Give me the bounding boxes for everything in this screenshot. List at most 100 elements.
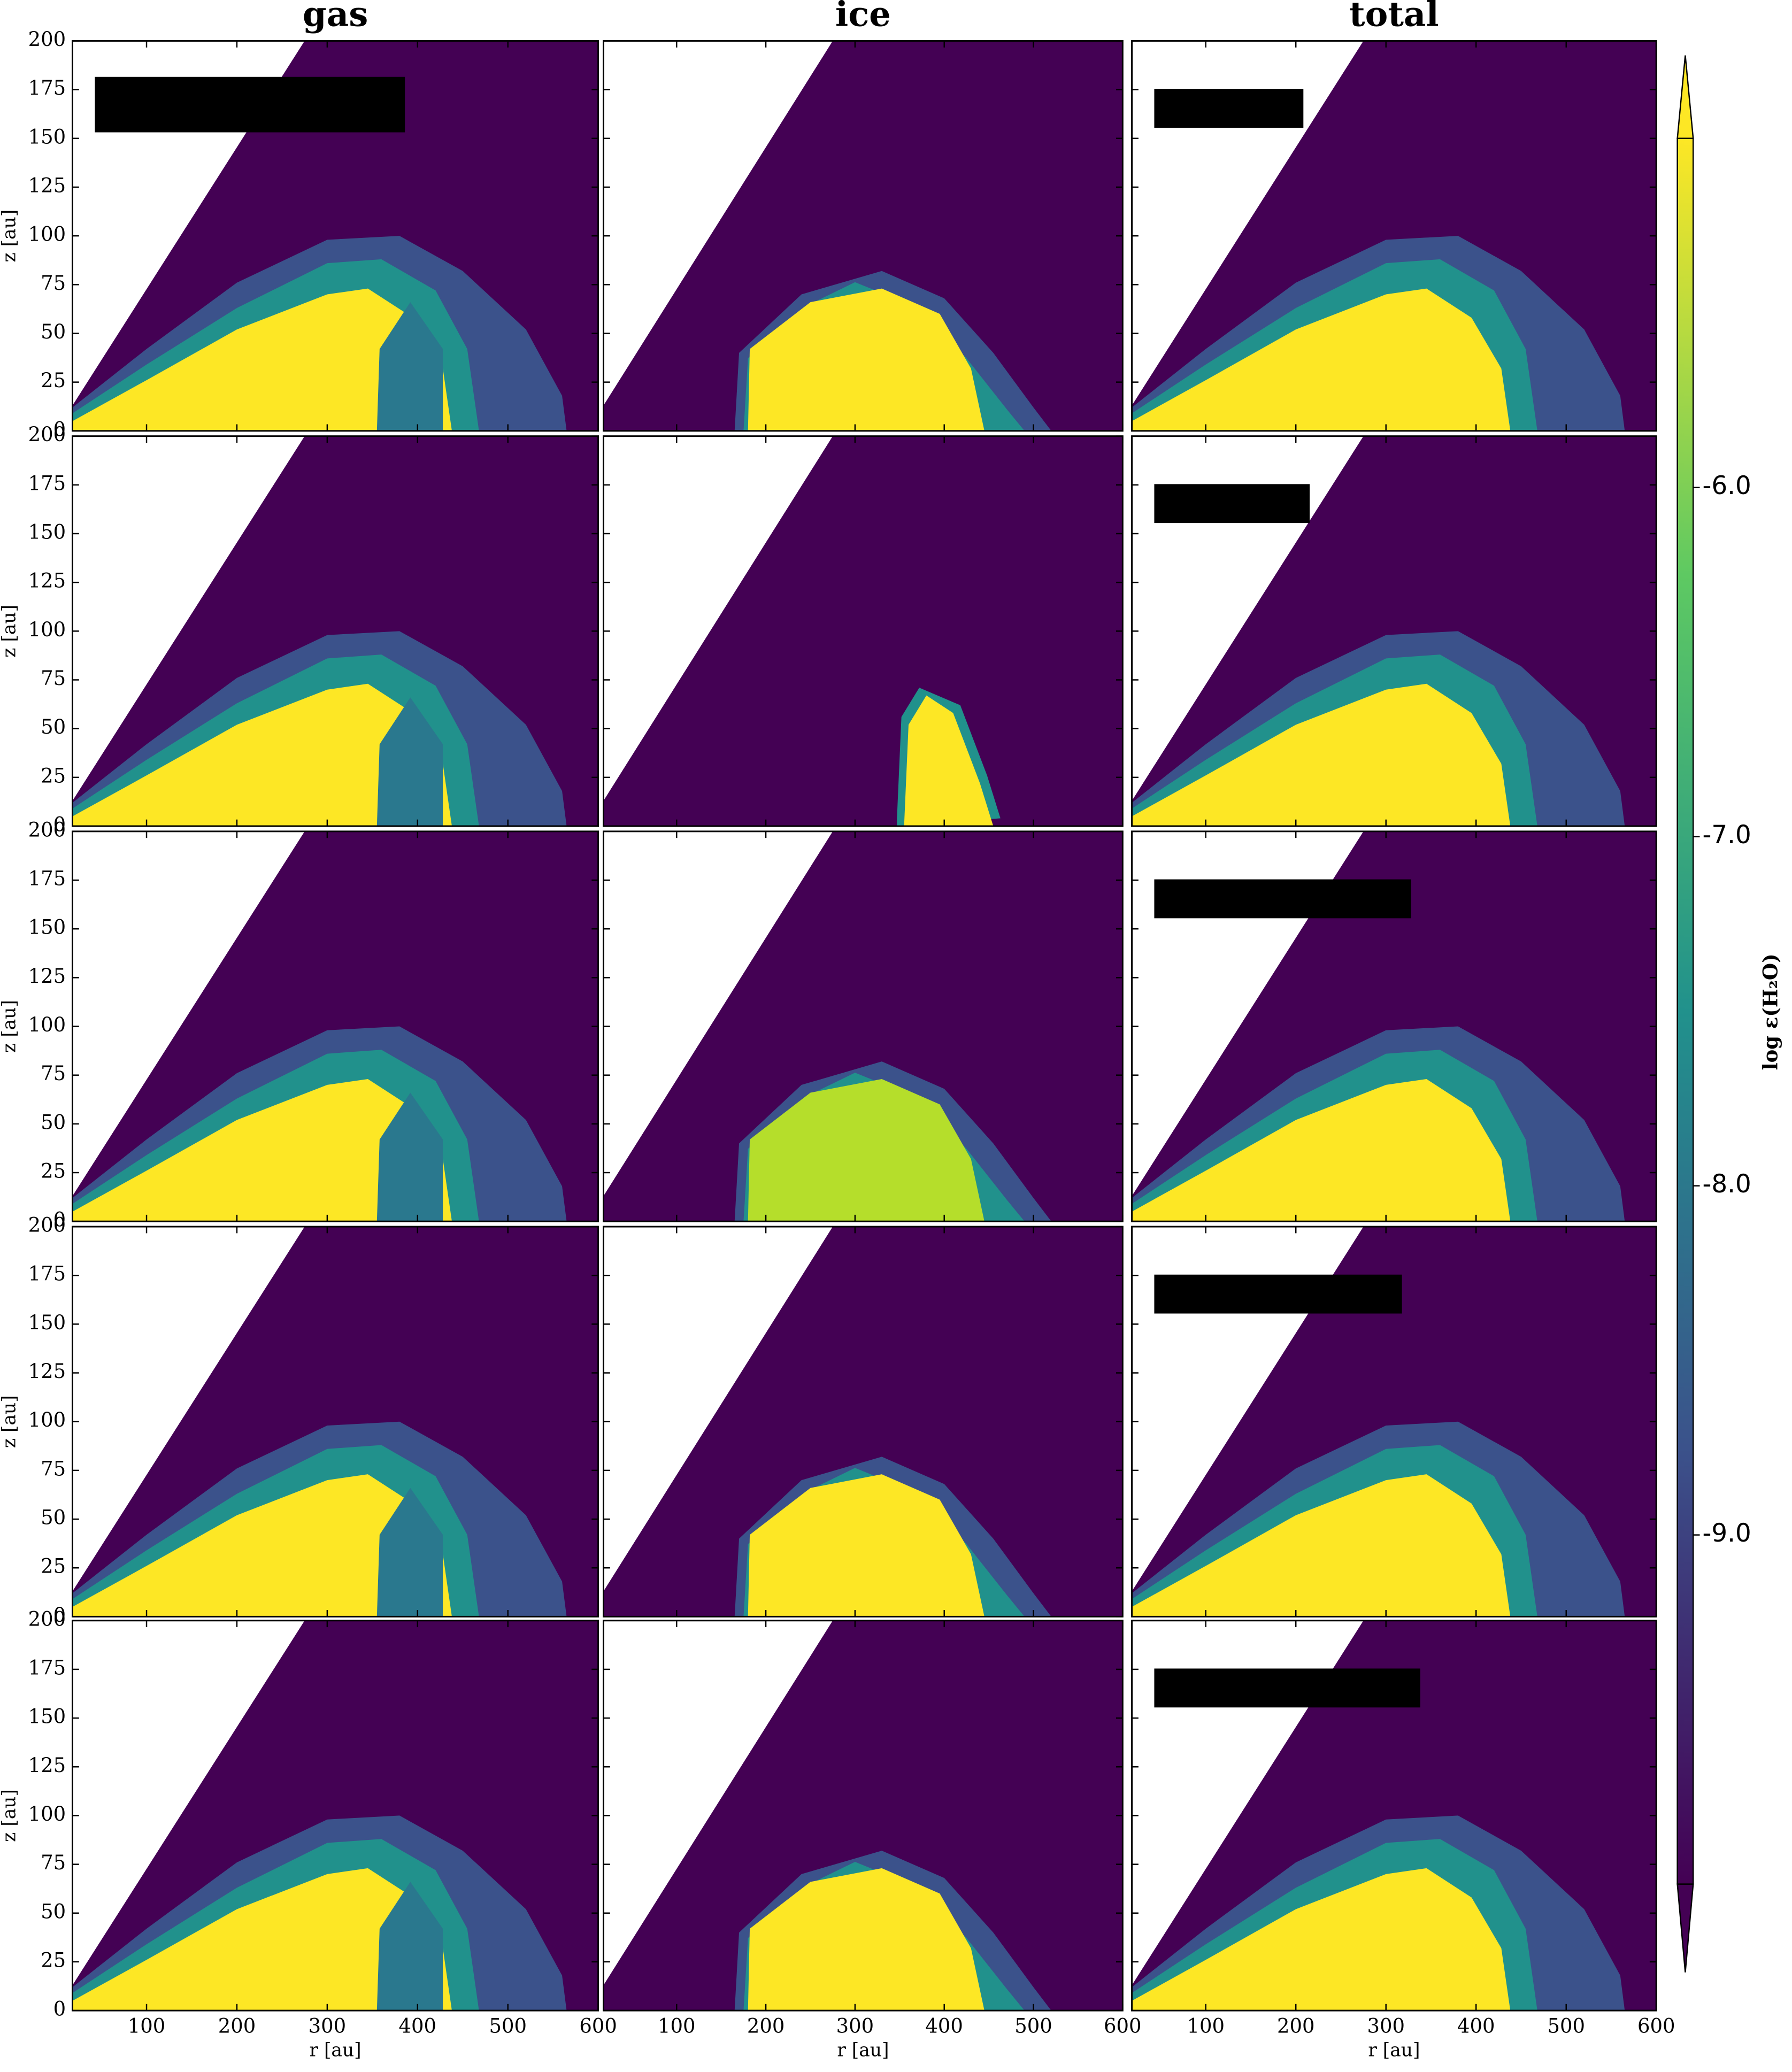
column-title: total — [1349, 0, 1439, 35]
masked-region — [72, 436, 305, 801]
y-tick-label: 125 — [28, 569, 66, 592]
y-tick-label: 175 — [28, 76, 66, 99]
x-tick-label: 600 — [579, 2015, 617, 2038]
core — [1132, 1868, 1511, 2011]
core — [1132, 1079, 1511, 1222]
y-tick-label: 150 — [28, 916, 66, 939]
x-tick-label: 600 — [1104, 2015, 1142, 2038]
y-tick-label: 200 — [28, 1214, 66, 1237]
y-tick-label: 25 — [41, 1948, 66, 1971]
y-tick-label: 0 — [53, 1998, 66, 2021]
colorbar-extend-bottom — [1676, 1883, 1694, 1973]
x-axis-label: r [au] — [1368, 2039, 1420, 2061]
y-tick-label: 25 — [41, 1555, 66, 1578]
row-label-box — [1154, 484, 1310, 523]
x-tick-label: 200 — [218, 2015, 256, 2038]
y-tick-label: 25 — [41, 1160, 66, 1183]
y-tick-label: 50 — [41, 1506, 66, 1529]
masked-region — [1132, 41, 1364, 406]
y-tick-label: 75 — [41, 1851, 66, 1874]
core — [72, 1079, 452, 1222]
masked-region — [1132, 831, 1364, 1196]
x-tick-label: 600 — [1637, 2015, 1675, 2038]
core — [1132, 683, 1511, 826]
stripe — [376, 302, 443, 431]
y-tick-label: 50 — [41, 320, 66, 343]
y-tick-label: 75 — [41, 272, 66, 295]
y-tick-label: 25 — [41, 369, 66, 392]
y-tick-label: 150 — [28, 125, 66, 148]
colorbar — [1676, 137, 1694, 1885]
y-tick-label: 100 — [28, 1013, 66, 1036]
y-axis-label: z [au] — [0, 1000, 20, 1053]
row-label: post-burst 111 yr — [1159, 1673, 1415, 1704]
colorbar-tick-label: -6.0 — [1702, 472, 1751, 500]
ice-core — [748, 1868, 985, 2011]
figure-label: H₂O disk-only — [103, 82, 397, 127]
masked-region — [72, 1620, 305, 1985]
row-label-box — [1154, 879, 1411, 919]
panel — [603, 831, 1123, 1222]
ice-core — [748, 1474, 985, 1617]
y-tick-label: 200 — [28, 28, 66, 51]
panel — [1132, 41, 1657, 431]
column-title: ice — [835, 0, 891, 35]
x-tick-label: 100 — [1187, 2015, 1225, 2038]
y-tick-label: 100 — [28, 1408, 66, 1431]
x-tick-label: 100 — [658, 2015, 696, 2038]
panel — [72, 831, 598, 1222]
panel — [72, 1620, 598, 2011]
stripe — [376, 697, 443, 826]
stripe — [376, 1488, 443, 1617]
y-tick-label: 200 — [28, 818, 66, 841]
y-tick-label: 100 — [28, 1803, 66, 1825]
x-tick-label: 200 — [747, 2015, 785, 2038]
y-tick-label: 75 — [41, 1062, 66, 1085]
core — [72, 288, 452, 431]
x-tick-label: 100 — [128, 2015, 166, 2038]
masked-region — [603, 1227, 833, 1591]
y-tick-label: 175 — [28, 472, 66, 495]
colorbar-tick-label: -9.0 — [1702, 1519, 1751, 1548]
row-label: pre-burst — [1159, 93, 1298, 124]
y-axis-label: z [au] — [0, 1789, 20, 1842]
y-tick-label: 150 — [28, 520, 66, 543]
y-axis-label: z [au] — [0, 605, 20, 658]
row-label-box — [1154, 1274, 1402, 1314]
panel — [603, 436, 1123, 826]
colorbar-tick-label: -7.0 — [1702, 821, 1751, 850]
y-axis-label: z [au] — [0, 1395, 20, 1448]
x-tick-label: 500 — [1547, 2015, 1585, 2038]
panel — [72, 1227, 598, 1617]
x-tick-label: 200 — [1277, 2015, 1315, 2038]
row-label: burst 1 yr — [1159, 488, 1304, 519]
y-tick-label: 150 — [28, 1705, 66, 1728]
stripe — [376, 1092, 443, 1222]
y-tick-label: 175 — [28, 867, 66, 890]
y-tick-label: 125 — [28, 1754, 66, 1777]
panel — [603, 41, 1123, 431]
x-tick-label: 300 — [309, 2015, 347, 2038]
core — [1132, 1474, 1511, 1617]
y-tick-label: 200 — [28, 423, 66, 446]
x-axis-label: r [au] — [310, 2039, 362, 2061]
stripe — [376, 1882, 443, 2011]
colorbar-tick-label: -8.0 — [1702, 1170, 1751, 1199]
x-tick-label: 300 — [836, 2015, 874, 2038]
y-tick-label: 0 — [53, 813, 66, 836]
y-tick-label: 100 — [28, 618, 66, 641]
y-axis-label: z [au] — [0, 210, 20, 263]
y-tick-label: 25 — [41, 764, 66, 787]
colorbar-label: log ε(H₂O) — [1759, 953, 1782, 1070]
x-axis-label: r [au] — [837, 2039, 889, 2061]
row-label-box — [1154, 89, 1304, 128]
ice-core — [904, 695, 994, 826]
y-tick-label: 125 — [28, 965, 66, 988]
y-tick-label: 75 — [41, 1457, 66, 1480]
core — [72, 683, 452, 826]
x-tick-label: 500 — [1014, 2015, 1052, 2038]
y-tick-label: 50 — [41, 1111, 66, 1134]
x-tick-label: 500 — [489, 2015, 527, 2038]
